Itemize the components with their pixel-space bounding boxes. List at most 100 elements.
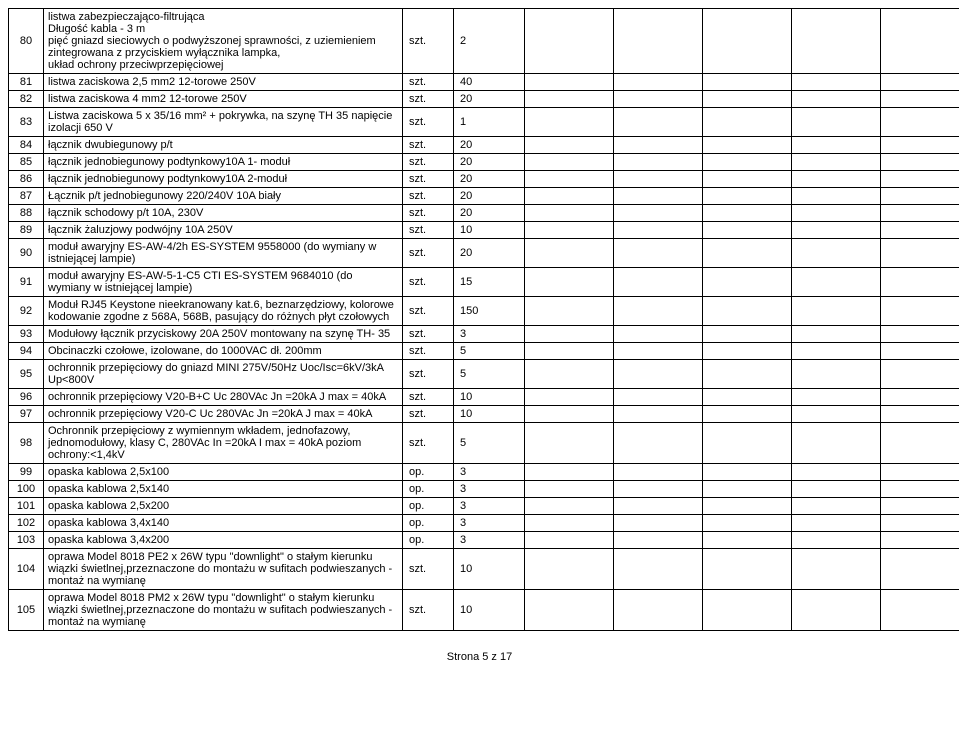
- table-row: 81listwa zaciskowa 2,5 mm2 12-torowe 250…: [9, 74, 959, 91]
- row-description: oprawa Model 8018 PE2 x 26W typu "downli…: [44, 549, 403, 590]
- empty-cell: [703, 171, 792, 188]
- empty-cell: [792, 481, 881, 498]
- empty-cell: [881, 360, 959, 389]
- empty-cell: [881, 205, 959, 222]
- row-quantity: 10: [454, 590, 525, 631]
- row-quantity: 10: [454, 222, 525, 239]
- empty-cell: [703, 406, 792, 423]
- row-unit: op.: [403, 464, 454, 481]
- row-quantity: 1: [454, 108, 525, 137]
- row-description: łącznik jednobiegunowy podtynkowy10A 2-m…: [44, 171, 403, 188]
- row-unit: szt.: [403, 171, 454, 188]
- row-description: Obcinaczki czołowe, izolowane, do 1000VA…: [44, 343, 403, 360]
- row-index: 97: [9, 406, 44, 423]
- empty-cell: [792, 268, 881, 297]
- table-row: 85łącznik jednobiegunowy podtynkowy10A 1…: [9, 154, 959, 171]
- row-index: 81: [9, 74, 44, 91]
- empty-cell: [703, 154, 792, 171]
- table-row: 103opaska kablowa 3,4x200op.3: [9, 532, 959, 549]
- row-index: 86: [9, 171, 44, 188]
- row-description: łącznik dwubiegunowy p/t: [44, 137, 403, 154]
- empty-cell: [525, 360, 614, 389]
- empty-cell: [525, 498, 614, 515]
- empty-cell: [703, 423, 792, 464]
- row-description: opaska kablowa 3,4x140: [44, 515, 403, 532]
- empty-cell: [525, 108, 614, 137]
- row-index: 96: [9, 389, 44, 406]
- table-row: 86łącznik jednobiegunowy podtynkowy10A 2…: [9, 171, 959, 188]
- empty-cell: [881, 481, 959, 498]
- empty-cell: [881, 515, 959, 532]
- row-description: Moduł RJ45 Keystone nieekranowany kat.6,…: [44, 297, 403, 326]
- empty-cell: [614, 423, 703, 464]
- empty-cell: [614, 74, 703, 91]
- empty-cell: [703, 515, 792, 532]
- empty-cell: [703, 239, 792, 268]
- empty-cell: [881, 154, 959, 171]
- row-unit: op.: [403, 532, 454, 549]
- row-description: opaska kablowa 2,5x100: [44, 464, 403, 481]
- row-index: 102: [9, 515, 44, 532]
- table-row: 94Obcinaczki czołowe, izolowane, do 1000…: [9, 343, 959, 360]
- empty-cell: [792, 515, 881, 532]
- empty-cell: [525, 171, 614, 188]
- row-quantity: 20: [454, 91, 525, 108]
- page-footer: Strona 5 z 17: [8, 651, 951, 663]
- empty-cell: [614, 406, 703, 423]
- empty-cell: [614, 360, 703, 389]
- empty-cell: [614, 464, 703, 481]
- row-unit: szt.: [403, 74, 454, 91]
- row-quantity: 15: [454, 268, 525, 297]
- empty-cell: [881, 239, 959, 268]
- row-description: ochronnik przepięciowy do gniazd MINI 27…: [44, 360, 403, 389]
- empty-cell: [525, 406, 614, 423]
- row-unit: szt.: [403, 389, 454, 406]
- row-unit: szt.: [403, 297, 454, 326]
- table-row: 102opaska kablowa 3,4x140op.3: [9, 515, 959, 532]
- empty-cell: [881, 406, 959, 423]
- empty-cell: [881, 108, 959, 137]
- empty-cell: [525, 154, 614, 171]
- row-quantity: 3: [454, 515, 525, 532]
- row-unit: op.: [403, 481, 454, 498]
- row-description: oprawa Model 8018 PM2 x 26W typu "downli…: [44, 590, 403, 631]
- empty-cell: [703, 481, 792, 498]
- row-unit: szt.: [403, 154, 454, 171]
- row-unit: szt.: [403, 205, 454, 222]
- empty-cell: [614, 222, 703, 239]
- empty-cell: [881, 268, 959, 297]
- row-unit: szt.: [403, 222, 454, 239]
- empty-cell: [614, 205, 703, 222]
- empty-cell: [614, 91, 703, 108]
- table-row: 90moduł awaryjny ES-AW-4/2h ES-SYSTEM 95…: [9, 239, 959, 268]
- row-index: 88: [9, 205, 44, 222]
- empty-cell: [525, 532, 614, 549]
- empty-cell: [881, 74, 959, 91]
- row-unit: op.: [403, 498, 454, 515]
- row-quantity: 5: [454, 360, 525, 389]
- table-row: 100opaska kablowa 2,5x140op.3: [9, 481, 959, 498]
- empty-cell: [614, 108, 703, 137]
- empty-cell: [525, 343, 614, 360]
- empty-cell: [881, 297, 959, 326]
- empty-cell: [881, 464, 959, 481]
- row-description: listwa zabezpieczająco-filtrująca Długoś…: [44, 9, 403, 74]
- empty-cell: [614, 389, 703, 406]
- row-quantity: 10: [454, 406, 525, 423]
- empty-cell: [881, 498, 959, 515]
- empty-cell: [881, 137, 959, 154]
- row-description: listwa zaciskowa 2,5 mm2 12-torowe 250V: [44, 74, 403, 91]
- row-unit: op.: [403, 515, 454, 532]
- empty-cell: [792, 389, 881, 406]
- row-index: 99: [9, 464, 44, 481]
- table-row: 82listwa zaciskowa 4 mm2 12-torowe 250Vs…: [9, 91, 959, 108]
- row-unit: szt.: [403, 590, 454, 631]
- empty-cell: [525, 389, 614, 406]
- row-index: 85: [9, 154, 44, 171]
- table-row: 95ochronnik przepięciowy do gniazd MINI …: [9, 360, 959, 389]
- empty-cell: [525, 423, 614, 464]
- row-quantity: 10: [454, 389, 525, 406]
- empty-cell: [792, 137, 881, 154]
- empty-cell: [792, 171, 881, 188]
- empty-cell: [792, 423, 881, 464]
